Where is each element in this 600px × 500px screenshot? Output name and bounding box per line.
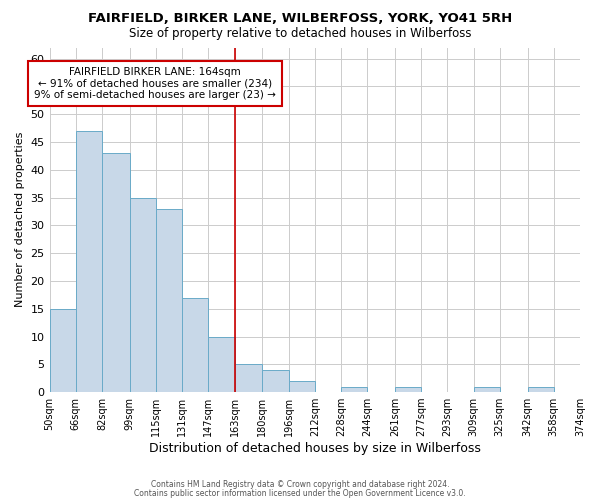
Bar [208,336,235,392]
Bar [580,386,600,392]
Bar [156,208,182,392]
Bar [76,131,102,392]
X-axis label: Distribution of detached houses by size in Wilberfoss: Distribution of detached houses by size … [149,442,481,455]
Bar [473,386,500,392]
Y-axis label: Number of detached properties: Number of detached properties [15,132,25,308]
Bar [130,198,156,392]
Text: Size of property relative to detached houses in Wilberfoss: Size of property relative to detached ho… [129,28,471,40]
Bar [289,381,315,392]
Bar [182,298,208,392]
Bar [527,386,554,392]
Bar [50,308,76,392]
Text: FAIRFIELD, BIRKER LANE, WILBERFOSS, YORK, YO41 5RH: FAIRFIELD, BIRKER LANE, WILBERFOSS, YORK… [88,12,512,26]
Bar [395,386,421,392]
Bar [262,370,289,392]
Text: Contains HM Land Registry data © Crown copyright and database right 2024.: Contains HM Land Registry data © Crown c… [151,480,449,489]
Text: Contains public sector information licensed under the Open Government Licence v3: Contains public sector information licen… [134,488,466,498]
Bar [235,364,262,392]
Bar [102,153,130,392]
Text: FAIRFIELD BIRKER LANE: 164sqm
← 91% of detached houses are smaller (234)
9% of s: FAIRFIELD BIRKER LANE: 164sqm ← 91% of d… [34,67,276,100]
Bar [341,386,367,392]
